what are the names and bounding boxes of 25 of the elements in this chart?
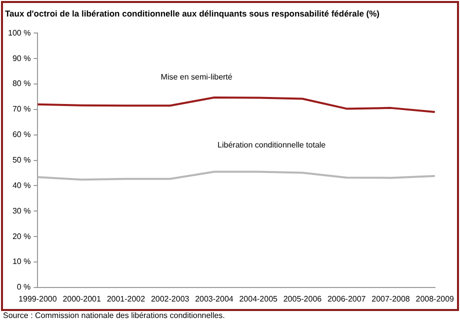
x-tick-label: 2005-2006 (283, 294, 322, 304)
y-tick-label: 70 % (12, 104, 31, 114)
x-tick-label: 2002-2003 (150, 294, 190, 304)
y-tick-label: 60 % (12, 130, 31, 140)
x-tick-label: 2001-2002 (106, 294, 146, 304)
series-label: Mise en semi-liberté (160, 72, 233, 82)
y-tick-label: 30 % (12, 206, 31, 216)
y-tick-label: 100 % (8, 28, 31, 38)
y-tick-label: 80 % (12, 79, 31, 88)
x-tick-label: 1999-2000 (18, 294, 58, 304)
x-tick-label: 2000-2001 (62, 294, 102, 304)
text: Libération conditionnelle totale (218, 140, 326, 150)
x-tick-label: 2004-2005 (239, 294, 278, 304)
y-tick-label: 90 % (12, 54, 31, 63)
y-tick-label: 40 % (12, 180, 31, 190)
source-note: Source : Commission nationale des libérations conditionnelles. (3, 311, 225, 320)
x-tick-label: 2008-2009 (416, 294, 455, 304)
x-tick-label: 2006-2007 (327, 294, 366, 304)
y-tick-label: 0 % (16, 282, 31, 292)
y-tick-label: 50 % (12, 156, 31, 165)
x-tick-label: 2003-2004 (195, 294, 234, 304)
y-tick-label: 20 % (12, 232, 31, 241)
y-tick-label: 10 % (12, 257, 31, 266)
chart-title: Taux d'octroi de la libération conditionnelle aux délinquants sous responsabilité fédérale (%) (5, 8, 380, 18)
x-tick-label: 2007-2008 (372, 294, 410, 304)
